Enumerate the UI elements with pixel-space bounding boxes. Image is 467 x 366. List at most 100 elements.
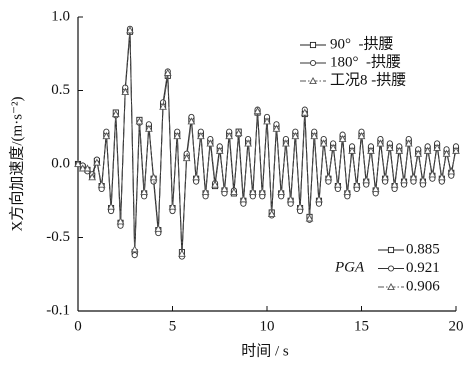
marker (423, 146, 432, 154)
marker (192, 173, 200, 181)
marker (395, 146, 404, 154)
marker (319, 139, 328, 147)
marker (135, 117, 144, 125)
marker (225, 132, 234, 140)
marker (309, 59, 317, 67)
marker (390, 180, 399, 188)
marker (367, 146, 375, 154)
marker (159, 102, 167, 110)
y-tick-label: -0.5 (46, 229, 70, 245)
marker (93, 158, 101, 166)
marker (196, 132, 205, 140)
pga-value: 0.921 (406, 260, 440, 276)
marker (387, 246, 395, 254)
y-tick-label: 0.5 (51, 82, 70, 98)
marker (371, 184, 380, 193)
marker (452, 146, 460, 154)
marker (387, 265, 395, 272)
marker (428, 170, 437, 178)
marker (78, 164, 87, 172)
marker (168, 202, 177, 210)
marker (329, 143, 338, 151)
marker (376, 139, 385, 147)
marker (182, 154, 191, 162)
marker (83, 164, 92, 172)
marker (215, 146, 224, 154)
marker (272, 124, 281, 132)
marker (286, 195, 295, 203)
marker (385, 143, 394, 151)
x-tick-label: 15 (354, 318, 369, 334)
marker (442, 149, 451, 157)
marker (343, 187, 352, 195)
marker (154, 224, 163, 232)
marker (338, 134, 347, 143)
x-tick-label: 20 (449, 318, 464, 334)
x-tick-label: 5 (169, 318, 177, 334)
pga-value: 0.906 (406, 278, 440, 294)
marker (74, 159, 82, 168)
marker (282, 139, 290, 147)
marker (111, 109, 120, 118)
legend-label: 工况8 -拱腰 (330, 71, 406, 88)
marker (220, 184, 229, 193)
marker (248, 187, 257, 195)
marker (437, 173, 446, 181)
marker (107, 202, 115, 210)
marker (404, 139, 413, 147)
marker (131, 252, 138, 259)
marker (300, 108, 309, 116)
marker (173, 132, 182, 140)
marker (140, 187, 149, 195)
series-line (77, 30, 457, 254)
marker (348, 146, 356, 154)
marker (267, 209, 276, 218)
x-axis-label: 时间 / s (241, 342, 289, 359)
marker (400, 176, 408, 184)
marker (178, 249, 186, 257)
marker (102, 132, 111, 140)
legend-label: 180° -拱腰 (330, 53, 401, 70)
marker (447, 167, 456, 175)
marker (163, 68, 172, 76)
marker (187, 117, 196, 125)
marker (309, 76, 317, 85)
marker (230, 187, 238, 195)
marker (149, 173, 158, 181)
marker (263, 117, 271, 125)
y-tick-label: 0.0 (51, 155, 70, 171)
marker (88, 173, 97, 181)
marker (126, 26, 134, 34)
marker (201, 187, 210, 195)
marker (387, 282, 395, 291)
marker (305, 214, 314, 222)
marker (234, 129, 243, 137)
marker (296, 202, 304, 210)
marker (315, 195, 323, 203)
pga-label: PGA (334, 259, 365, 275)
marker (433, 143, 441, 151)
y-tick-label: 1.0 (51, 8, 70, 24)
marker (334, 180, 342, 188)
marker (244, 139, 252, 147)
marker (116, 217, 125, 225)
marker (362, 176, 371, 184)
marker (145, 124, 153, 132)
marker (309, 41, 317, 49)
legend-label: 90° -拱腰 (330, 35, 394, 52)
marker (357, 132, 366, 140)
marker (352, 180, 361, 188)
marker (310, 132, 319, 140)
marker (206, 139, 215, 147)
marker (419, 176, 427, 184)
marker (291, 132, 300, 140)
marker (381, 173, 389, 181)
y-axis-label: X方向加速度/(m·s⁻²) (8, 97, 25, 232)
marker (324, 173, 333, 181)
marker (239, 195, 248, 203)
pga-value: 0.885 (406, 241, 440, 257)
marker (130, 245, 139, 253)
y-tick-label: -0.1 (46, 302, 70, 318)
marker (121, 87, 130, 96)
